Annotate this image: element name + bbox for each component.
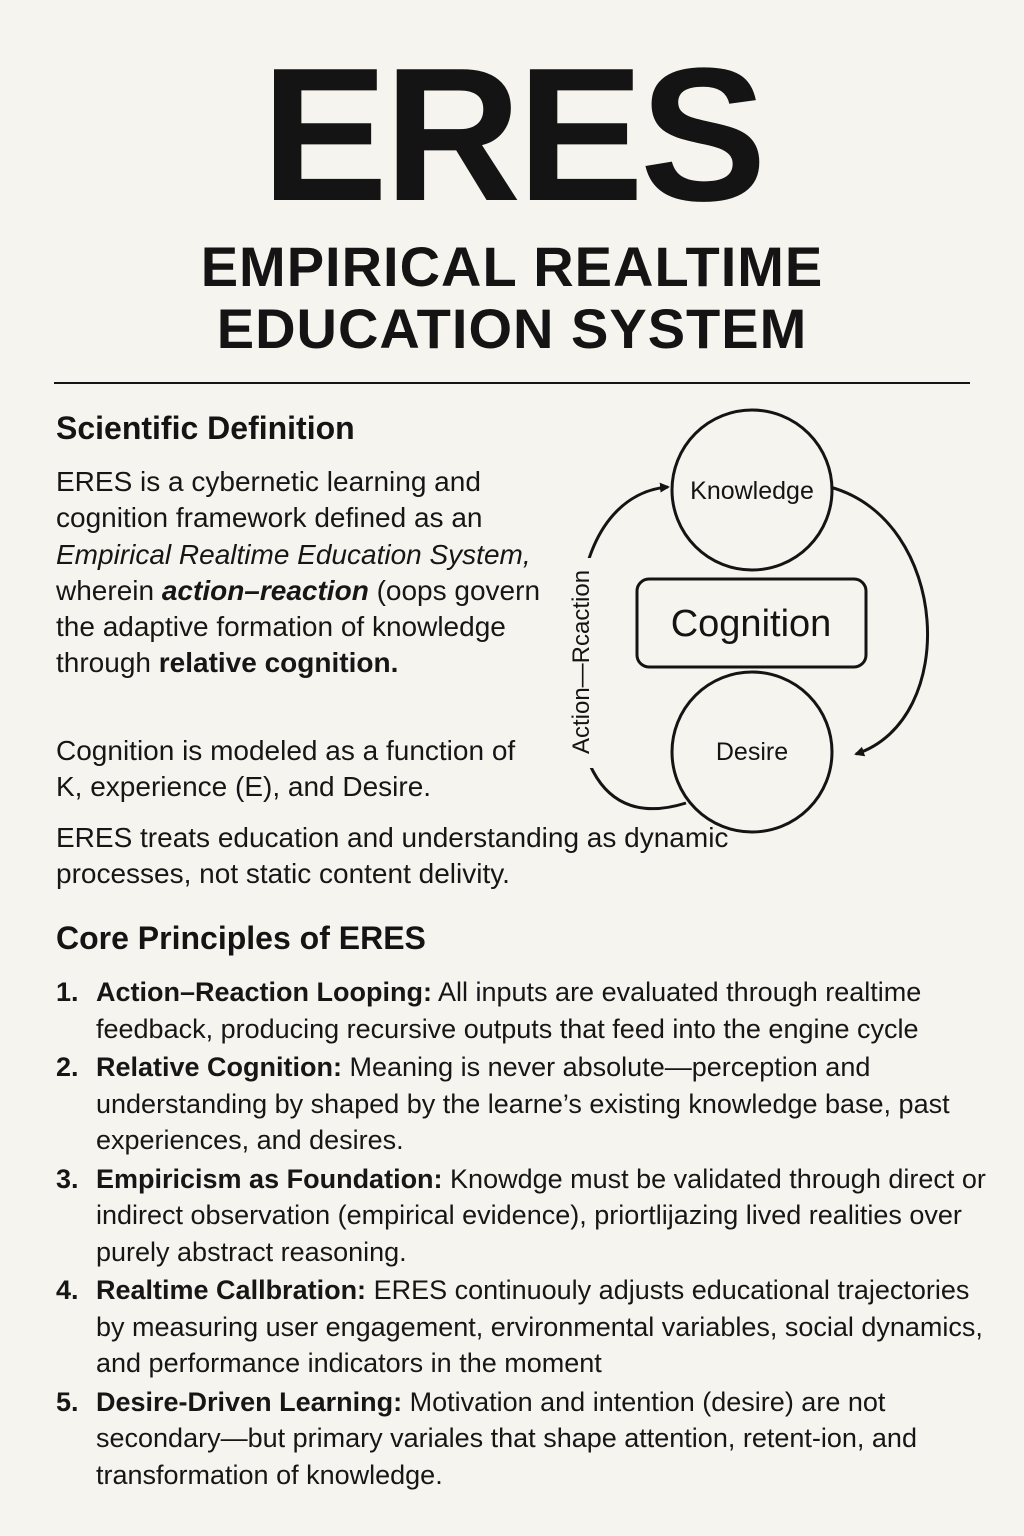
principle-number: 4. [56,1275,79,1305]
cognition-node [635,577,868,669]
definition-heading: Scientific Definition [56,410,355,446]
definition-paragraph-3: ERES treats education and understanding … [56,822,729,890]
principle-text: Meaning is never absolute—perception and… [96,1052,950,1155]
definition-italic-term: Empirical Realtime Education System, [56,538,531,570]
principle-term: Desire-Driven Learning: [96,1386,403,1417]
full-name-subtitle: EMPIRICAL REALTIME EDUCATION SYSTEM [0,236,1024,360]
desire-node-label: Desire [716,738,788,766]
principle-number: 3. [56,1163,79,1194]
definition-text-b: wherein [56,574,162,606]
definition-text-c: (oops govern the adaptive formation of k… [56,574,541,679]
principle-text: Motivation and intention (desire) are no… [96,1386,917,1490]
desire-node [670,670,834,834]
principle-item: 4. Realtime Callbration: ERES continuouly… [56,1272,996,1382]
definition-bold-term: relative cognition. [158,647,399,679]
header-divider [54,382,970,384]
principle-term: Relative Cognition: [96,1052,343,1082]
cognition-node-label: Cognition [671,603,832,645]
principle-item: 3. Empiricism as Foundation: Knowdge must… [56,1161,996,1271]
definition-text-a: ERES is a cybernetic learning and cognit… [56,466,483,534]
principle-term: Realtime Callbration: [96,1275,367,1305]
principle-number: 1. [56,977,79,1007]
acronym-title: ERES [261,29,766,241]
principle-item: 5. Desire-Driven Learning: Motivation and… [56,1384,996,1494]
definition-paragraph-2: Cognition is modeled as a function of K,… [56,735,516,803]
principle-text: All inputs are evaluated through realtim… [96,977,922,1044]
subtitle-line-1: EMPIRICAL REALTIME [200,235,824,298]
knowledge-node [670,408,834,572]
action-reaction-loop-label: Action—Rcaction [568,570,595,754]
loop-label-backdrop [564,558,598,768]
principle-text: ERES continuouly adjusts educational tra… [96,1275,983,1378]
principles-list: 1. Action–Reaction Looping: All inputs ar… [56,974,996,1495]
principle-item: 2. Relative Cognition: Meaning is never a… [56,1049,996,1159]
principle-text: Knowdge must be validated through direct… [96,1163,986,1267]
principle-item: 1. Action–Reaction Looping: All inputs ar… [56,974,996,1047]
definition-paragraph-1: ERES is a cybernetic learning and cognit… [56,464,556,682]
principle-term: Empiricism as Foundation: [96,1163,443,1194]
subtitle-line-2: EDUCATION SYSTEM [216,297,808,360]
knowledge-to-desire-arrow [829,485,929,757]
principle-number: 5. [56,1386,79,1417]
knowledge-node-label: Knowledge [690,477,814,505]
definition-bold-italic-term: action–reaction [161,574,369,606]
principle-term: Action–Reaction Looping: [96,977,432,1007]
principle-number: 2. [56,1052,79,1082]
principles-heading: Core Principles of ERES [56,920,426,956]
cognition-cycle-diagram: Action—Rcaction Knowledge Cognition Desi… [564,408,929,834]
